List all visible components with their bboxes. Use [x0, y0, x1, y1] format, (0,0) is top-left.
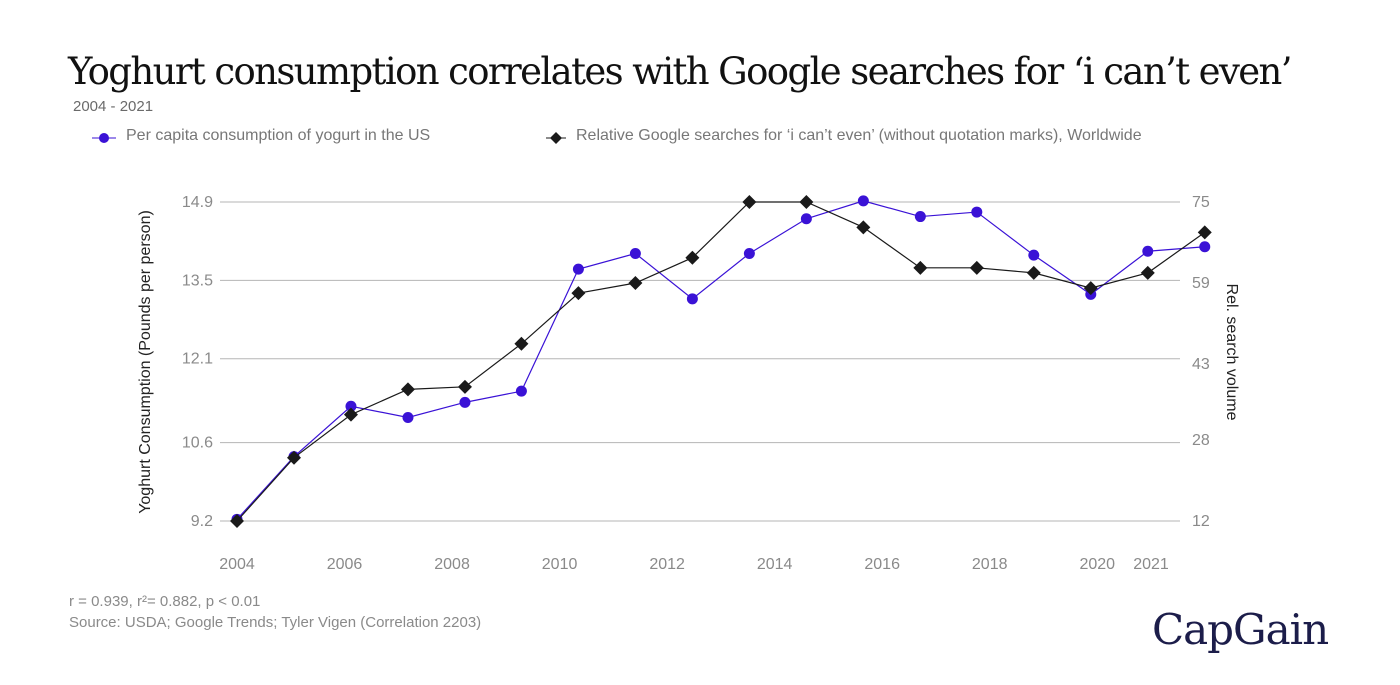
x-tick-label: 2006 [327, 556, 363, 573]
yogurt-data-point [800, 213, 812, 225]
y-right-axis-title: Rel. search volume [1223, 284, 1240, 421]
search-data-point [230, 514, 244, 528]
y-right-tick-label: 43 [1192, 356, 1210, 373]
x-tick-label: 2016 [864, 556, 900, 573]
chart-title: Yoghurt consumption correlates with Goog… [68, 50, 1293, 93]
yogurt-data-point [686, 293, 698, 305]
y-left-tick-label: 13.5 [182, 272, 213, 289]
yogurt-data-point [459, 396, 471, 408]
legend-item-search: Relative Google searches for ‘i can’t ev… [544, 127, 1142, 145]
x-tick-label: 2010 [542, 556, 578, 573]
yogurt-data-point [402, 411, 414, 423]
search-data-point [286, 450, 301, 465]
yogurt-data-point [629, 247, 641, 259]
search-data-point [571, 286, 586, 301]
search-data-point [1140, 265, 1155, 280]
search-data-point [1083, 281, 1098, 296]
legend-label-yogurt: Per capita consumption of yogurt in the … [126, 127, 431, 144]
yogurt-data-point [1142, 245, 1154, 257]
search-data-point [856, 220, 871, 235]
search-data-point [685, 250, 700, 265]
y-right-tick-label: 75 [1192, 194, 1210, 211]
x-tick-label: 2020 [1079, 556, 1115, 573]
search-data-point [913, 260, 928, 275]
y-left-axis-title: Yoghurt Consumption (Pounds per person) [137, 210, 154, 514]
yogurt-data-point [345, 400, 357, 412]
x-tick-label: 2012 [649, 556, 685, 573]
circle-marker-icon [92, 133, 116, 143]
y-right-tick-label: 59 [1192, 275, 1210, 292]
chart-subtitle: 2004 - 2021 [73, 98, 154, 115]
yogurt-data-point [515, 385, 527, 397]
search-data-point [742, 195, 757, 209]
y-right-tick-label: 28 [1192, 432, 1210, 449]
y-left-tick-label: 9.2 [191, 513, 213, 530]
y-left-tick-label: 14.9 [182, 194, 213, 211]
brand-logo: CapGain [1152, 605, 1329, 654]
search-data-point [343, 407, 358, 422]
yogurt-data-point [1199, 241, 1211, 253]
y-left-tick-label: 12.1 [182, 351, 213, 368]
diamond-marker-icon [546, 132, 566, 144]
x-tick-label: 2004 [219, 556, 255, 573]
yogurt-data-point [971, 206, 983, 218]
search-data-point [514, 336, 529, 351]
yogurt-data-point [857, 195, 869, 207]
search-data-point [799, 195, 814, 209]
search-data-point [1197, 225, 1212, 240]
search-series-line [236, 201, 1206, 522]
search-data-point [457, 379, 472, 394]
yogurt-data-point [572, 263, 584, 275]
x-tick-label: 2014 [757, 556, 793, 573]
yogurt-data-point [914, 211, 926, 223]
correlation-stats: r = 0.939, r²= 0.882, p < 0.01 [69, 593, 261, 610]
search-data-point [400, 382, 415, 397]
x-tick-label: 2018 [972, 556, 1008, 573]
legend-label-search: Relative Google searches for ‘i can’t ev… [576, 127, 1142, 144]
y-left-tick-label: 10.6 [182, 435, 213, 452]
source-note: Source: USDA; Google Trends; Tyler Vigen… [69, 614, 482, 631]
yogurt-data-point [743, 247, 755, 259]
x-tick-label: 2021 [1133, 556, 1169, 573]
yogurt-series-line [236, 200, 1205, 520]
y-right-tick-label: 12 [1192, 513, 1210, 530]
x-tick-label: 2008 [434, 556, 470, 573]
search-data-point [969, 260, 984, 275]
search-data-point [628, 276, 643, 291]
legend-item-yogurt: Per capita consumption of yogurt in the … [90, 127, 430, 145]
yogurt-data-point [1028, 249, 1040, 261]
search-data-point [1026, 265, 1041, 280]
